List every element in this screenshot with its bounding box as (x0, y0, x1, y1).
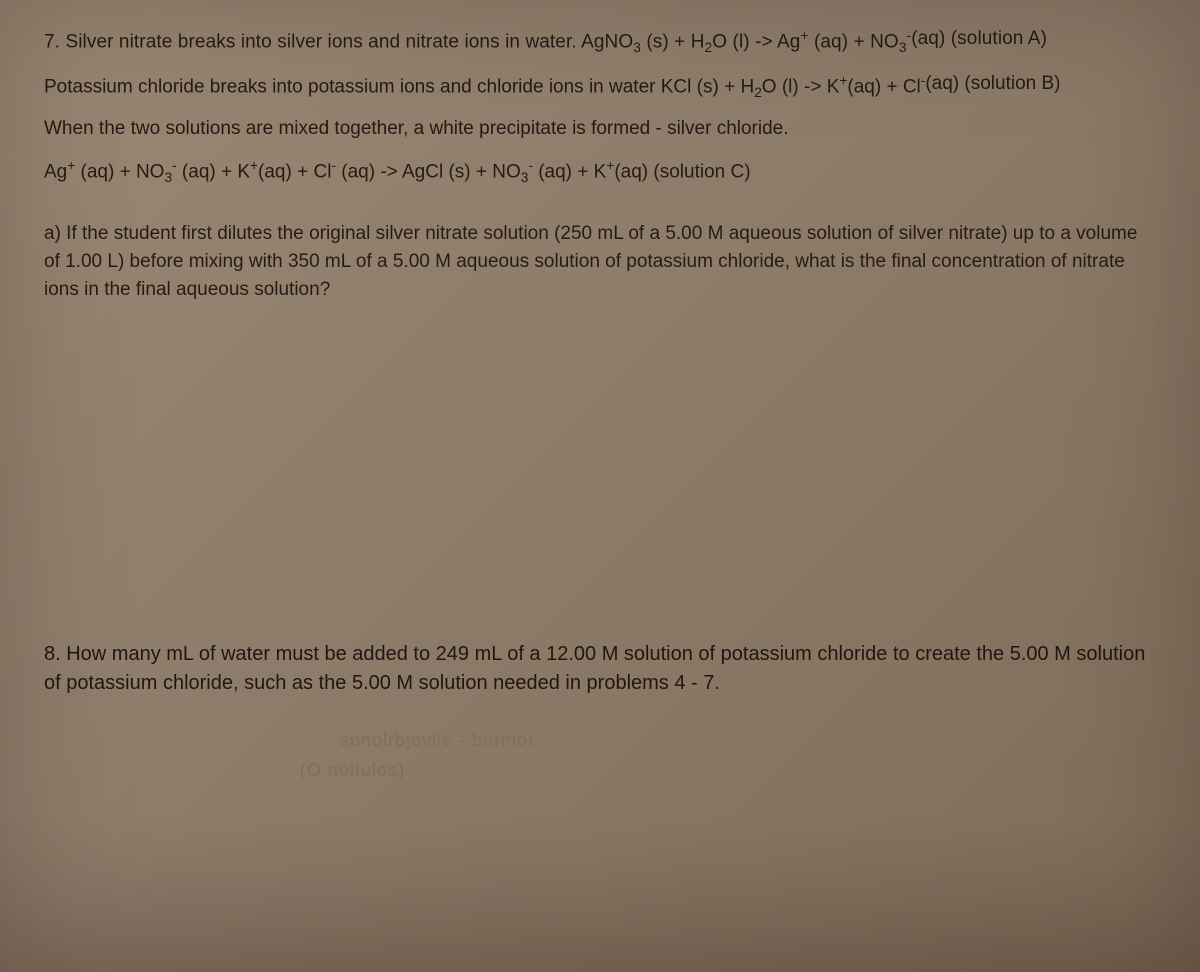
q7-l1c: O (l) -> Ag (712, 31, 800, 52)
q7-l1b: (s) + H (641, 31, 705, 52)
q7-l4a: Ag (44, 161, 67, 182)
sub-2b: 2 (754, 85, 762, 100)
vignette-overlay (0, 0, 1200, 972)
q7-part-a-text: a) If the student first dilutes the orig… (44, 223, 1137, 299)
sub-3c: 3 (164, 170, 172, 185)
ghost-text-2: (O noitulos) (300, 760, 405, 781)
q8-text: 8. How many mL of water must be added to… (44, 643, 1145, 694)
q7-l2d: (aq) (solution B) (925, 70, 1060, 99)
q7-number: 7. (44, 31, 60, 52)
worksheet-page: 7. Silver nitrate breaks into silver ion… (0, 0, 1200, 972)
q7-l4e: (aq) -> AgCl (s) + NO (336, 161, 521, 182)
q7-l2b: O (l) -> K (762, 76, 840, 97)
sup-plus-d: + (250, 158, 258, 173)
q7-line3: When the two solutions are mixed togethe… (44, 115, 1156, 144)
shade-overlay (0, 812, 1200, 972)
q7-l1a: Silver nitrate breaks into silver ions a… (65, 31, 633, 52)
q7-line4: Ag+ (aq) + NO3- (aq) + K+(aq) + Cl- (aq)… (44, 156, 1156, 189)
q7-l1e: (aq) (solution A) (911, 25, 1047, 54)
sub-3: 3 (633, 40, 641, 55)
q8: 8. How many mL of water must be added to… (44, 640, 1156, 698)
q7-l4g: (aq) (solution C) (614, 161, 750, 182)
q7-l4f: (aq) + K (533, 161, 606, 182)
q7-l1d: (aq) + NO (809, 31, 899, 52)
q7-l2c: (aq) + Cl (847, 76, 920, 97)
q7-part-a: a) If the student first dilutes the orig… (44, 220, 1156, 303)
q7-l4c: (aq) + K (177, 161, 250, 182)
sup-plus: + (800, 28, 808, 43)
q7-l2a: Potassium chloride breaks into potassium… (44, 76, 754, 97)
q7-line2: Potassium chloride breaks into potassium… (44, 71, 1156, 104)
ghost-text-1: sbnolrbjevlie - bermot (340, 730, 534, 751)
sub-3b: 3 (899, 40, 907, 55)
q7-l3-text: When the two solutions are mixed togethe… (44, 118, 789, 139)
q7-l4d: (aq) + Cl (258, 161, 331, 182)
q7-line1: 7. Silver nitrate breaks into silver ion… (44, 26, 1156, 59)
q7-l4b: (aq) + NO (75, 161, 164, 182)
